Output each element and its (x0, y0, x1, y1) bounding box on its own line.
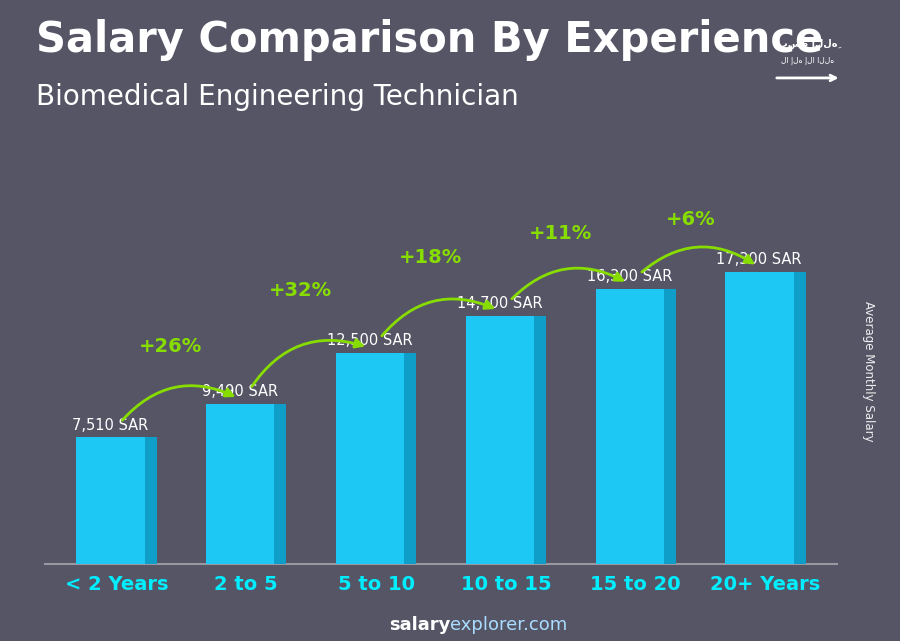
Text: بِسْمِ اللهِ: بِسْمِ اللهِ (778, 39, 838, 50)
Bar (404, 353, 417, 564)
Text: 9,490 SAR: 9,490 SAR (202, 384, 278, 399)
Text: 17,300 SAR: 17,300 SAR (716, 253, 802, 267)
Text: +32%: +32% (269, 281, 332, 301)
Bar (465, 315, 534, 564)
Text: +11%: +11% (529, 224, 592, 244)
Bar (145, 437, 157, 564)
Bar (336, 353, 404, 564)
Text: 16,300 SAR: 16,300 SAR (587, 269, 672, 284)
Text: +26%: +26% (140, 338, 202, 356)
Text: 14,700 SAR: 14,700 SAR (456, 296, 543, 311)
Text: +6%: +6% (665, 210, 716, 229)
Bar (596, 288, 664, 564)
Text: 12,500 SAR: 12,500 SAR (327, 333, 412, 348)
Bar (76, 437, 145, 564)
Text: Average Monthly Salary: Average Monthly Salary (862, 301, 875, 442)
Text: 7,510 SAR: 7,510 SAR (72, 418, 148, 433)
Text: Biomedical Engineering Technician: Biomedical Engineering Technician (36, 83, 518, 112)
Text: salary: salary (389, 616, 450, 634)
Bar (725, 272, 794, 564)
Text: explorer.com: explorer.com (450, 616, 567, 634)
Text: لا إله إلا الله: لا إله إلا الله (781, 56, 834, 65)
Text: Salary Comparison By Experience: Salary Comparison By Experience (36, 19, 824, 62)
Bar (534, 315, 546, 564)
Text: +18%: +18% (399, 248, 463, 267)
Bar (206, 404, 274, 564)
Bar (794, 272, 806, 564)
Bar (274, 404, 286, 564)
Bar (664, 288, 676, 564)
